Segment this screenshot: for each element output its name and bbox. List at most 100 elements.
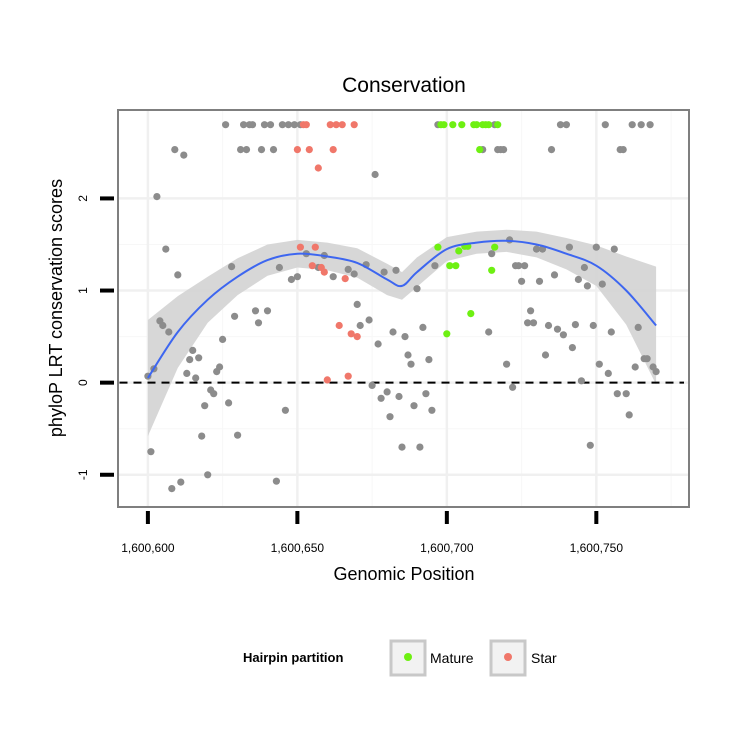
data-points [144,121,660,493]
point-other-120 [586,441,594,449]
point-other-132 [622,390,630,398]
point-other-35 [248,121,257,129]
point-other-80 [422,390,430,398]
point-other-9 [171,146,179,154]
x-axis: 1,600,600 1,600,650 1,600,700 1,600,750 [121,511,623,555]
point-other-82 [428,406,436,414]
point-other-69 [389,328,397,336]
point-other-78 [416,443,424,451]
point-mature-6 [452,262,460,270]
y-tick-label-1: 0 [76,379,90,386]
point-other-65 [377,394,385,402]
point-other-106 [544,321,553,330]
point-mature-18 [488,266,496,274]
point-other-58 [353,300,361,308]
point-mature-5 [449,121,457,129]
point-other-109 [553,325,562,333]
point-other-100 [527,307,535,315]
point-other-97 [518,277,526,285]
legend: Hairpin partition Mature Star [243,639,557,677]
point-other-14 [186,356,194,364]
point-other-32 [240,121,248,129]
point-other-127 [607,328,615,336]
point-other-108 [550,271,559,279]
point-other-136 [634,323,642,331]
point-star-11 [326,121,334,129]
point-other-111 [559,331,568,339]
legend-swatch-mature [404,653,412,661]
x-tick-label-1: 1,600,650 [271,541,325,555]
point-other-55 [329,273,337,281]
point-other-140 [646,121,654,129]
smooth-curve [147,239,657,379]
point-other-125 [601,121,609,129]
point-other-5 [159,321,167,330]
point-star-17 [344,372,352,380]
point-star-19 [350,121,358,129]
point-other-139 [643,355,651,363]
point-mature-7 [455,247,463,255]
point-star-7 [314,164,322,172]
point-other-122 [592,243,600,251]
point-other-8 [168,485,176,493]
point-other-86 [485,328,493,336]
point-other-117 [577,377,586,385]
point-other-56 [344,265,352,273]
point-other-20 [204,471,212,479]
smooth-line [147,239,657,379]
point-mature-3 [443,330,451,338]
point-other-70 [392,266,400,274]
point-other-116 [574,275,583,284]
point-other-38 [257,146,266,154]
point-other-113 [565,243,574,251]
point-other-59 [356,321,364,330]
point-mature-17 [485,121,493,129]
point-mature-19 [491,243,499,251]
point-other-18 [198,432,206,440]
point-other-61 [365,316,373,324]
point-star-14 [335,321,343,330]
y-axis: -1 0 1 2 [76,195,114,480]
point-other-17 [195,354,203,362]
point-other-39 [260,121,269,129]
point-other-123 [595,360,603,368]
point-other-44 [275,263,283,272]
point-other-30 [234,431,242,439]
point-other-25 [219,335,227,343]
legend-item-star: Star [489,639,557,677]
point-other-36 [251,307,260,315]
point-other-29 [231,312,239,320]
point-other-135 [631,363,639,371]
point-other-7 [165,328,173,336]
point-other-129 [613,390,621,398]
point-other-79 [419,323,427,331]
point-other-133 [625,411,633,419]
point-other-13 [183,369,191,377]
point-other-114 [568,344,577,352]
point-mature-8 [458,121,466,129]
point-other-91 [500,146,508,154]
point-star-16 [341,275,349,283]
point-other-6 [162,245,170,253]
legend-label-star: Star [531,650,557,666]
point-other-41 [266,121,275,129]
point-other-115 [571,321,580,329]
point-other-137 [637,121,645,129]
point-other-46 [281,406,289,414]
point-other-72 [398,443,406,451]
point-other-124 [598,280,606,288]
point-other-112 [562,121,571,129]
point-other-142 [652,368,660,376]
point-other-128 [610,245,618,253]
point-other-45 [278,121,286,129]
point-other-110 [556,121,565,129]
point-other-62 [368,381,376,389]
point-other-71 [395,392,403,401]
point-star-3 [302,121,310,129]
point-other-64 [374,340,382,348]
x-tick-label-2: 1,600,700 [420,541,474,555]
point-star-15 [338,121,346,129]
confidence-band-area [147,229,657,437]
y-tick-label-3: 2 [76,195,90,202]
